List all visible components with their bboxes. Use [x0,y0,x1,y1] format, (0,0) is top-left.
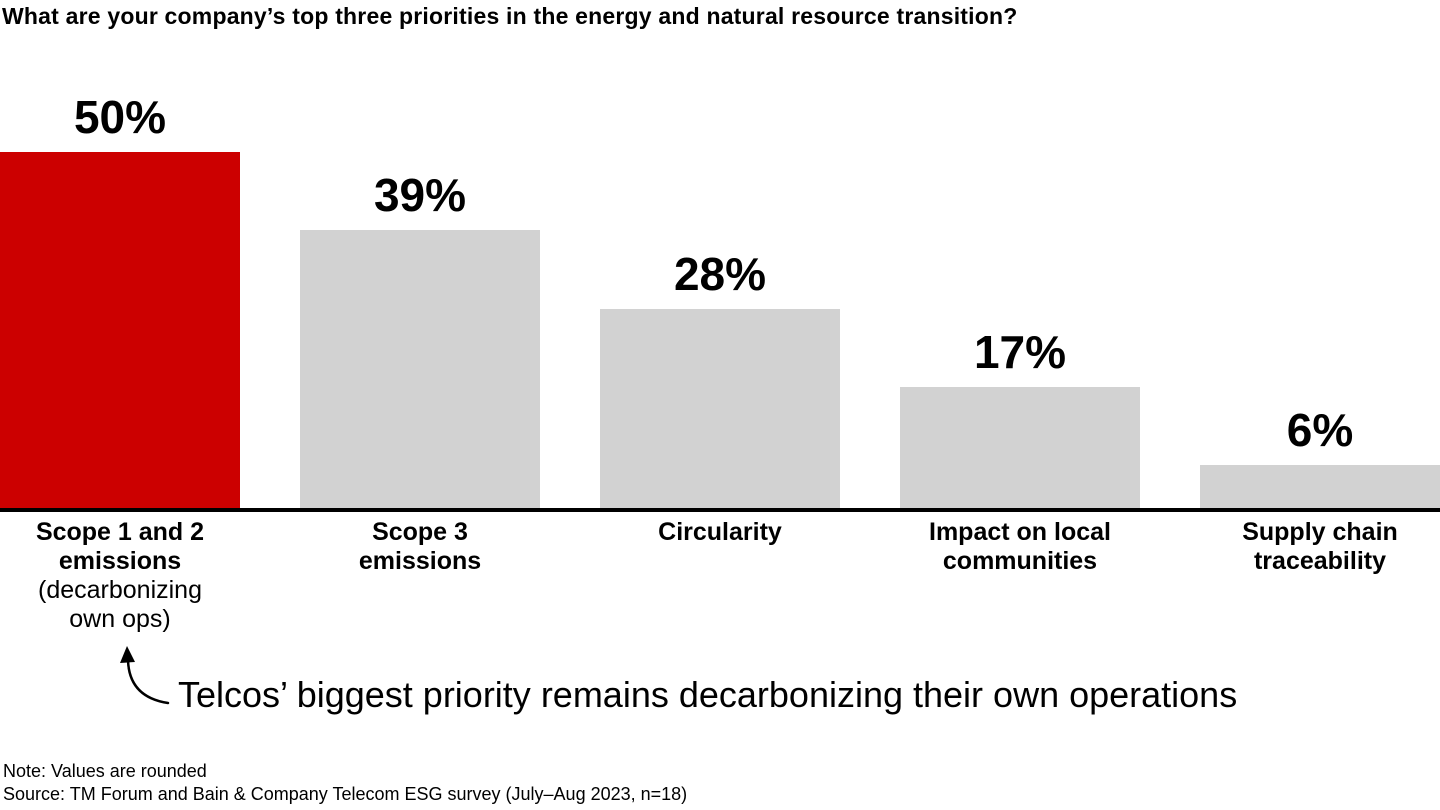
category-label: Scope 3 emissions [270,518,570,576]
bar-group: 17% [900,0,1140,508]
category-label-line: Scope 1 and 2 [35,518,205,546]
bar-group: 6% [1200,0,1440,508]
category-label-line: Supply chain [1242,518,1398,546]
bar-value-label: 50% [73,91,167,143]
bars-container: 50% 39% 28% 17% 6% [0,0,1440,508]
bar-group: 50% [0,0,240,508]
category-sublabel-line: own ops) [69,605,171,633]
category-label-line: emissions [358,547,482,575]
annotation-text: Telcos’ biggest priority remains decarbo… [178,674,1238,715]
category-label-line: emissions [58,547,182,575]
category-label-line: Circularity [658,518,782,546]
x-axis-line [0,508,1440,512]
bar [0,152,240,508]
category-label-line: communities [942,547,1098,575]
bar-chart: 50% 39% 28% 17% 6% [0,0,1440,512]
bar [300,230,540,508]
bar-group: 28% [600,0,840,508]
bar-group: 39% [300,0,540,508]
source-text: Source: TM Forum and Bain & Company Tele… [3,784,688,804]
bar-value-label: 39% [373,169,467,221]
note-text: Note: Values are rounded [3,761,207,781]
category-label: Impact on local communities [870,518,1170,576]
bar-value-label: 17% [973,326,1067,378]
chart-title: What are your company’s top three priori… [2,3,1018,29]
category-label-line: Scope 3 [372,518,468,546]
bar-value-label: 28% [673,248,767,300]
footer: Note: Values are rounded Source: TM Foru… [3,760,687,806]
category-label: Scope 1 and 2 emissions (decarbonizing own … [0,518,270,634]
category-label-line: Impact on local [929,518,1111,546]
category-sublabel-line: (decarbonizing [38,576,202,604]
category-label-line: traceability [1253,547,1386,575]
bar [1200,465,1440,508]
curved-arrow-up-icon [120,646,170,705]
bar [600,309,840,508]
bar-value-label: 6% [1286,404,1354,456]
bar [900,387,1140,508]
category-label: Supply chain traceability [1170,518,1440,576]
category-label: Circularity [570,518,870,547]
